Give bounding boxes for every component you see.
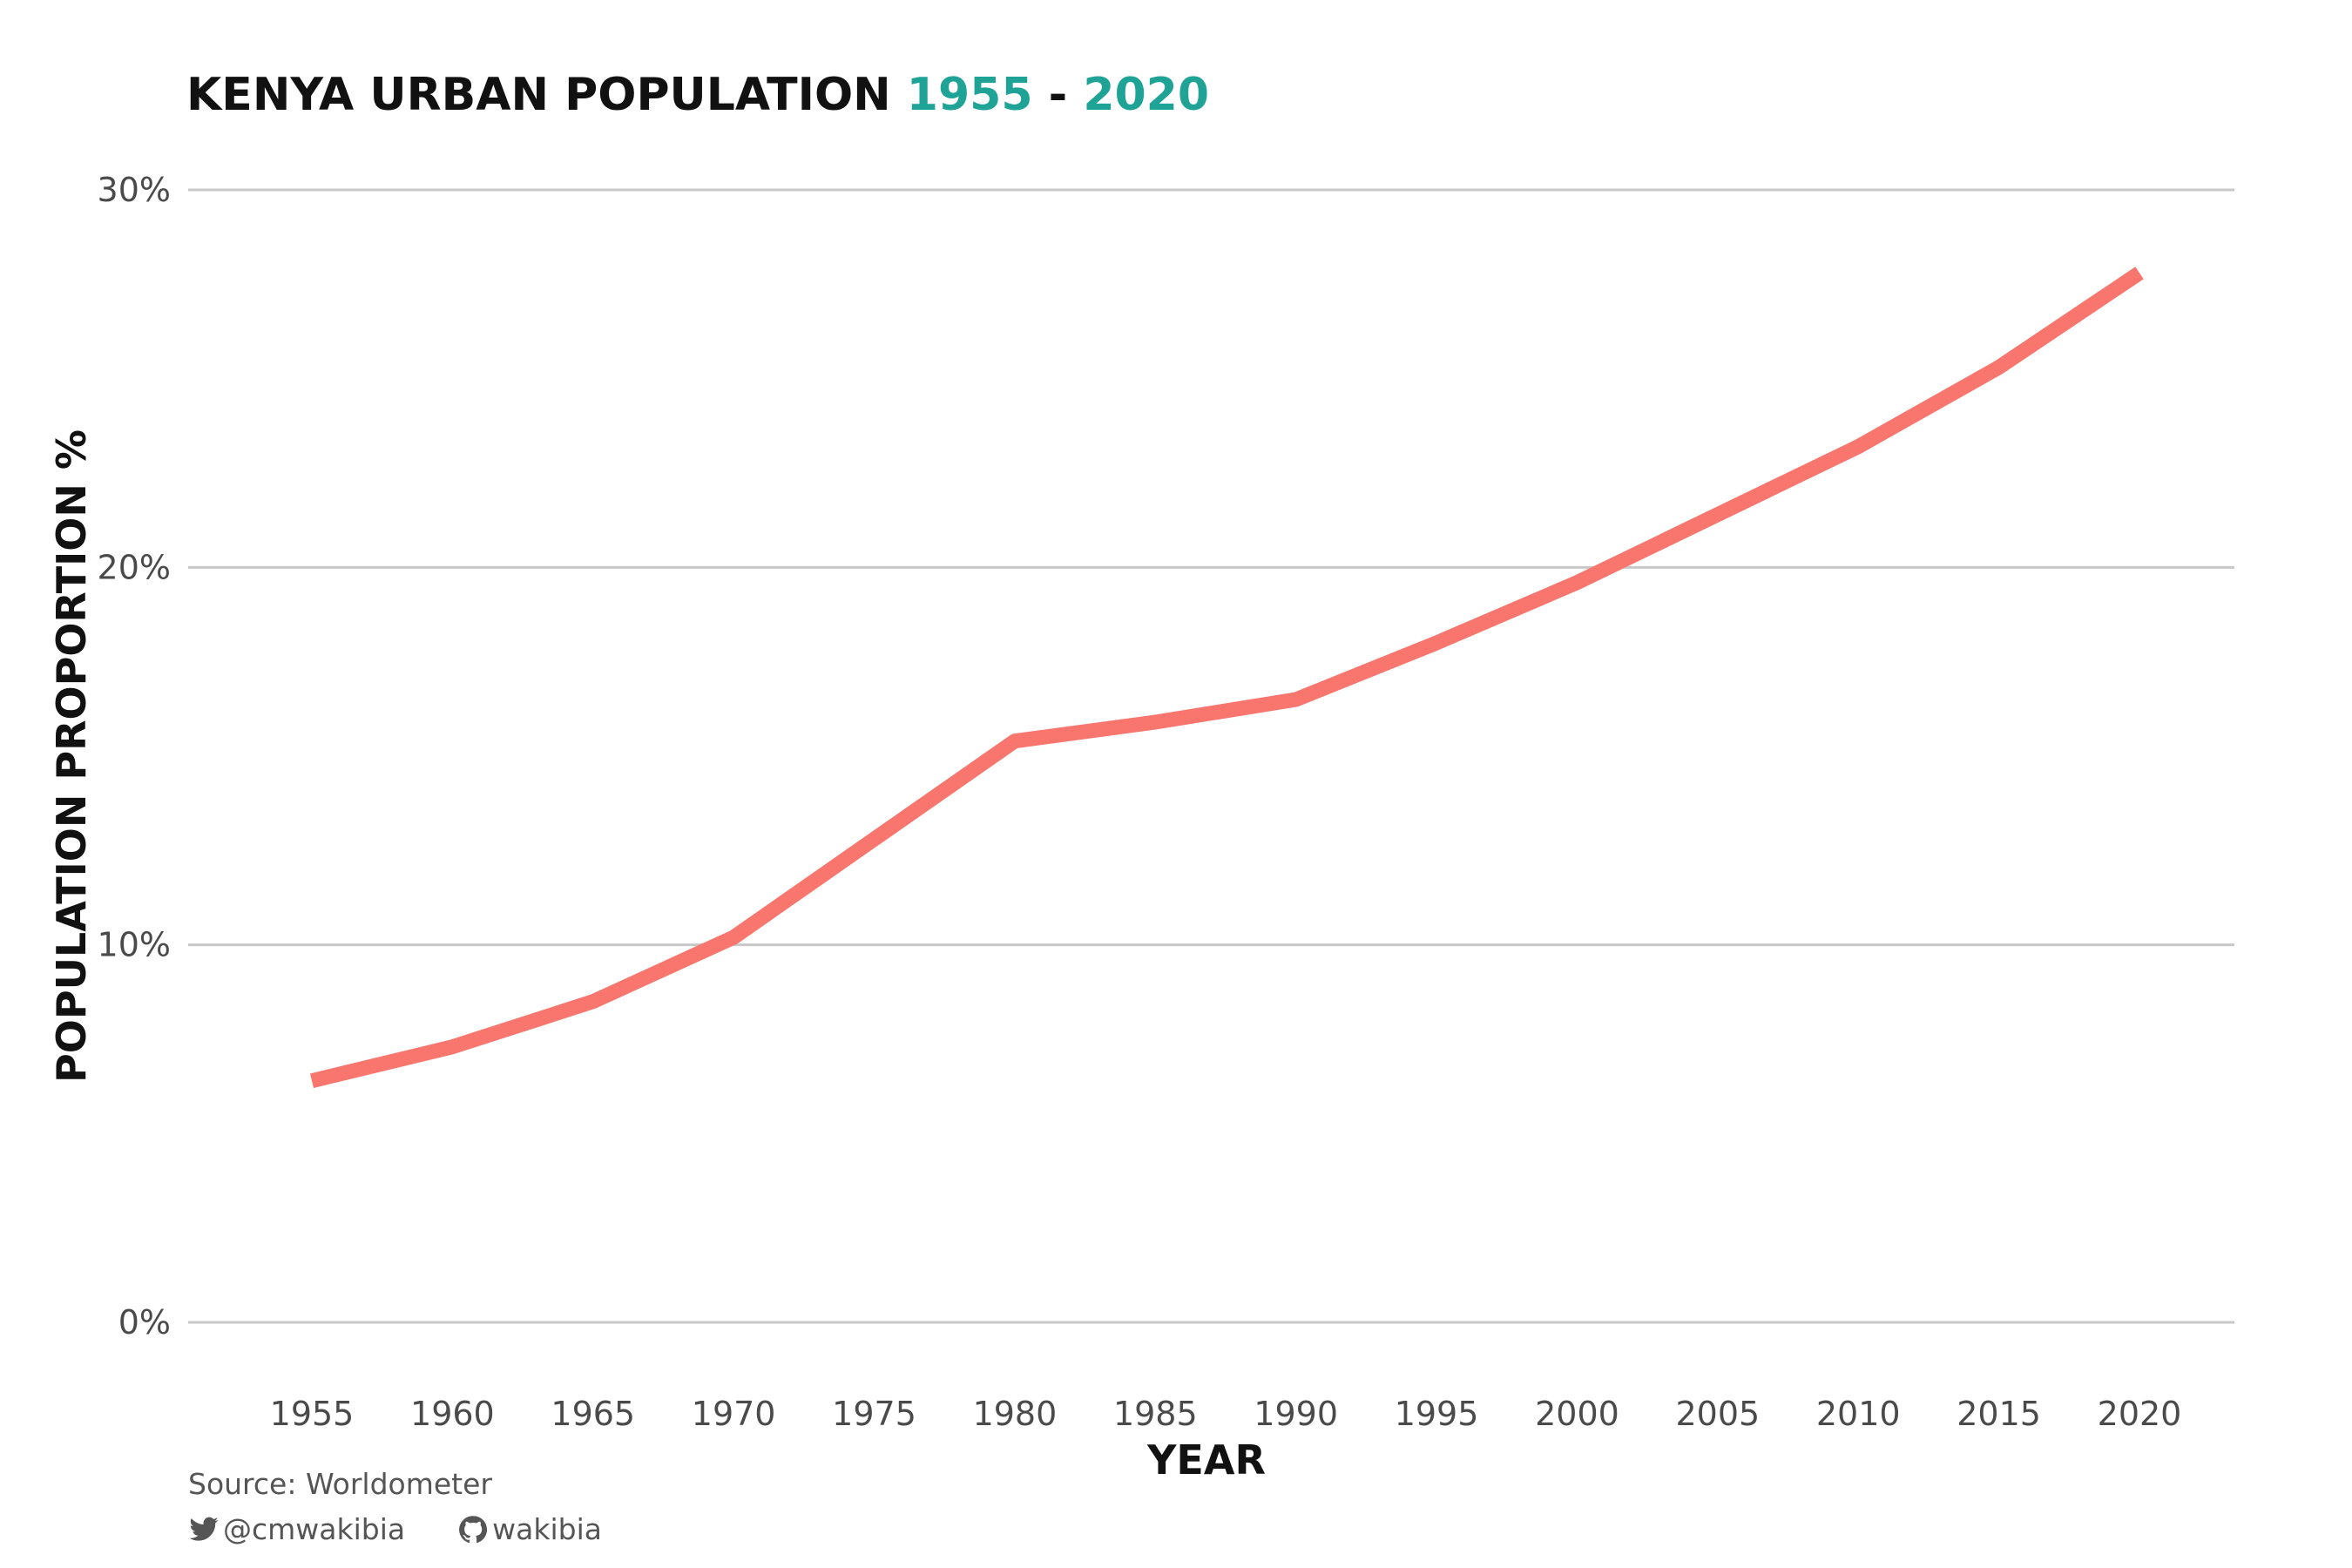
x-tick-label: 1995 (1395, 1395, 1479, 1433)
x-tick-label: 1990 (1254, 1395, 1338, 1433)
x-tick-labels: 1955 1960 1965 1970 1975 1980 1985 1990 1995 2000… (270, 1395, 2182, 1433)
twitter-bird-icon (189, 1517, 219, 1541)
data-point-1955 (305, 1074, 319, 1088)
data-point-2000 (1570, 576, 1584, 590)
x-tick-label: 1975 (832, 1395, 916, 1433)
social-caption: @cmwakibia wakibia (188, 1512, 654, 1546)
line-series (305, 266, 2146, 1088)
x-tick-label: 1970 (692, 1395, 776, 1433)
y-tick-label: 20% (98, 548, 171, 586)
chart-title-prefix: KENYA URBAN POPULATION (186, 69, 907, 121)
data-point-1985 (1148, 715, 1162, 729)
x-tick-label: 1960 (410, 1395, 495, 1433)
data-point-1960 (445, 1040, 459, 1054)
data-point-2020 (2132, 266, 2146, 280)
data-point-1975 (868, 832, 882, 846)
github-credit[interactable]: wakibia (457, 1512, 602, 1546)
github-handle: wakibia (492, 1512, 602, 1546)
source-caption: Source: Worldometer (188, 1467, 492, 1501)
chart-title-end-year: 2020 (1083, 69, 1209, 121)
data-point-1995 (1429, 636, 1443, 650)
chart-title: KENYA URBAN POPULATION 1955 - 2020 (186, 69, 1209, 121)
twitter-credit[interactable]: @cmwakibia (188, 1512, 405, 1546)
data-point-2005 (1711, 508, 1725, 522)
y-axis-title: POPULATION PROPORTION % (48, 429, 95, 1083)
data-point-1970 (727, 930, 740, 944)
x-tick-label: 1955 (270, 1395, 355, 1433)
x-tick-label: 2020 (2098, 1395, 2182, 1433)
data-point-1980 (1008, 734, 1022, 748)
x-axis-title: YEAR (1146, 1436, 1266, 1484)
series-line (310, 267, 2144, 1088)
y-tick-labels: 0% 10% 20% 30% (98, 171, 171, 1342)
twitter-handle: @cmwakibia (223, 1512, 406, 1546)
chart-title-start-year: 1955 (907, 69, 1033, 121)
data-point-2010 (1851, 440, 1865, 454)
chart-title-separator: - (1033, 69, 1084, 121)
y-tick-label: 10% (98, 926, 171, 964)
y-tick-label: 30% (98, 171, 171, 209)
github-octocat-icon (459, 1515, 488, 1543)
x-tick-label: 2015 (1957, 1395, 2041, 1433)
data-point-2015 (1992, 361, 2006, 375)
y-tick-label: 0% (118, 1303, 171, 1342)
x-tick-label: 1985 (1113, 1395, 1198, 1433)
y-gridlines (188, 188, 2234, 1324)
data-point-1965 (586, 995, 600, 1009)
x-tick-label: 1980 (973, 1395, 1058, 1433)
x-tick-label: 1965 (551, 1395, 635, 1433)
x-tick-label: 2000 (1535, 1395, 1619, 1433)
data-point-1990 (1289, 693, 1303, 706)
x-tick-label: 2005 (1675, 1395, 1760, 1433)
x-tick-label: 2010 (1816, 1395, 1901, 1433)
